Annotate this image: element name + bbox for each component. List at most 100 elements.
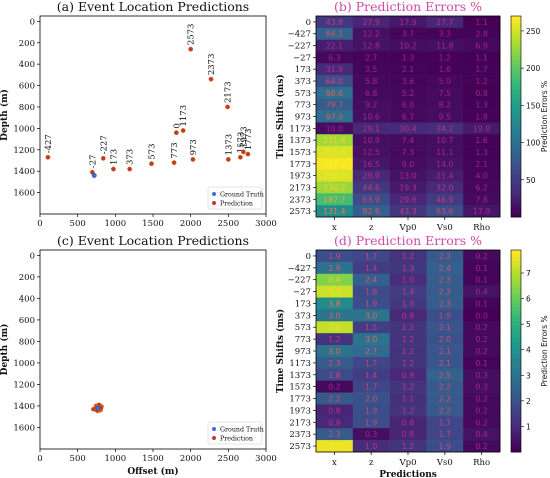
y-tick-label: 1000 (13, 359, 35, 369)
cell-value-label: 10.9 (363, 136, 380, 145)
colorbar-segment (511, 388, 521, 392)
y-tick-label: 400 (19, 294, 35, 304)
cell-value-label: 255.4 (323, 148, 345, 157)
y-tick-label: 800 (19, 337, 35, 347)
heatmap-cell (463, 345, 501, 358)
heatmap-cell (316, 261, 354, 275)
cell-value-label: 1.9 (365, 299, 377, 308)
y-tick-label: 1000 (13, 124, 35, 134)
colorbar-segment (511, 287, 521, 291)
y-tick-label: 573 (295, 89, 311, 99)
heatmap-cell (426, 273, 464, 286)
cell-value-label: 6.3 (328, 53, 340, 62)
cell-value-label: 27.9 (363, 18, 380, 27)
colorbar-tick-label: 7 (526, 269, 531, 278)
x-tick-label: 1000 (105, 454, 127, 464)
colorbar-segment (511, 183, 521, 188)
colorbar-segment (511, 42, 521, 47)
colorbar-segment (511, 290, 521, 295)
heatmap-cell (389, 428, 427, 441)
x-tick-label: x (332, 458, 337, 468)
colorbar-segment (511, 256, 521, 261)
colorbar-segment (511, 253, 521, 258)
colorbar-segment (511, 263, 521, 268)
colorbar-segment (511, 129, 521, 134)
cell-value-label: 231.6 (323, 136, 345, 145)
legend-ground-truth-marker (212, 427, 216, 431)
cell-value-label: 17.0 (473, 207, 490, 216)
y-tick-label: −27 (293, 53, 311, 63)
prediction-point (171, 160, 177, 166)
y-tick-label: 1573 (289, 148, 311, 158)
cell-value-label: 10.2 (399, 42, 416, 51)
y-tick-label: 1400 (13, 167, 35, 177)
heatmap-panel-3: (d) Prediction Errors % 1.9 1.7 1.2 2.2 0.2 2.… (275, 233, 549, 478)
y-tick-label: 1573 (289, 383, 311, 393)
colorbar-segment (511, 408, 521, 412)
ground-truth-point (91, 173, 97, 178)
heatmap-cell (316, 440, 354, 453)
cell-value-label: 2.3 (328, 430, 340, 439)
colorbar-segment (511, 377, 521, 382)
cell-value-label: 43.8 (326, 18, 343, 27)
cell-value-label: 1.9 (365, 418, 377, 427)
point-label: 2573 (187, 24, 197, 46)
y-tick-label: 2573 (289, 207, 311, 217)
heatmap-cell (426, 261, 464, 275)
legend-box (207, 421, 263, 445)
colorbar-segment (511, 297, 521, 301)
colorbar-segment (511, 59, 521, 64)
heatmap-cell (389, 75, 427, 88)
panel-title: (c) Event Location Predictions (57, 233, 249, 248)
cell-value-label: 1.8 (365, 288, 377, 297)
y-tick-label: −227 (288, 276, 311, 286)
colorbar-tick-label: 4 (526, 346, 531, 355)
heatmap-cell (389, 51, 427, 64)
heatmap-cell (316, 51, 354, 64)
heatmap-cell (316, 205, 354, 218)
heatmap-cell (316, 98, 354, 111)
cell-value-label: 2.5 (439, 371, 451, 380)
prediction-point (237, 154, 243, 160)
heatmap-cell (389, 321, 427, 334)
heatmap-cell (352, 297, 390, 310)
cell-value-label: 0.3 (475, 371, 487, 380)
colorbar-segment (511, 347, 521, 352)
cell-value-label: 44.6 (363, 183, 380, 192)
cell-value-label: 27.7 (436, 18, 453, 27)
cell-value-label: 1.2 (402, 347, 414, 356)
colorbar-segment (511, 19, 521, 24)
cell-value-label: 1.1 (402, 395, 414, 404)
heatmap-cell (352, 122, 390, 135)
cell-value-label: 1.2 (402, 335, 414, 344)
heatmap-cell (352, 181, 390, 194)
heatmap-cell (389, 250, 427, 263)
prediction-point (188, 46, 194, 52)
cell-value-label: 0.2 (475, 335, 487, 344)
heatmap-cell (463, 321, 501, 334)
cell-value-label: 6.2 (475, 183, 487, 192)
colorbar-tick-label: 6 (526, 295, 531, 304)
heatmap-cell (352, 205, 390, 218)
heatmap-cell (426, 297, 464, 310)
heatmap-cell (463, 122, 501, 135)
y-tick-label: 773 (295, 101, 311, 111)
cell-value-label: 32.0 (436, 183, 453, 192)
heatmap-cell (426, 146, 464, 159)
y-tick-label: 1373 (289, 136, 311, 146)
cell-value-label: 10.7 (436, 136, 453, 145)
colorbar-segment (511, 193, 521, 198)
cell-value-label: 3.0 (328, 347, 340, 356)
heatmap-cell (463, 380, 501, 393)
colorbar-segment (511, 411, 521, 416)
cell-value-label: 0.1 (475, 299, 487, 308)
colorbar-segment (511, 103, 521, 107)
heatmap-cell (352, 309, 390, 322)
y-tick-label: 373 (295, 311, 311, 321)
heatmap-cell (389, 297, 427, 310)
colorbar-segment (511, 62, 521, 67)
cell-value-label: 30.4 (399, 124, 416, 133)
point-label: -427 (44, 134, 54, 153)
cell-value-label: 0.2 (475, 323, 487, 332)
cell-value-label: 12.5 (363, 148, 380, 157)
